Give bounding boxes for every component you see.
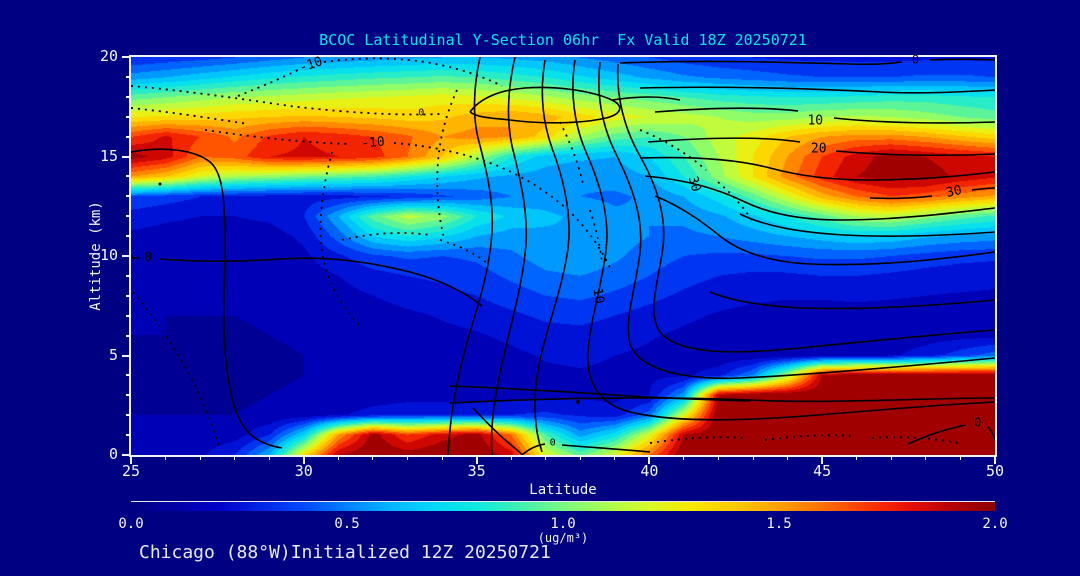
y-tick [126,175,131,178]
colorbar-tick-label: 0.0 [118,516,144,532]
y-tick [126,135,131,138]
y-tick-label: 0 [108,445,118,463]
y-tick [126,274,131,277]
y-tick-label: 20 [99,47,118,65]
x-tick [856,455,858,460]
colorbar [131,501,995,511]
x-tick [579,455,581,460]
x-tick [302,455,305,464]
x-tick [614,455,616,460]
heatmap-canvas [131,57,995,455]
x-tick-label: 50 [985,462,1005,480]
footer-caption: Chicago (88°W)Initialized 12Z 20250721 [139,542,551,563]
colorbar-tick-label: 1.5 [766,516,792,532]
x-tick [234,455,236,460]
x-tick [337,455,339,460]
y-tick [126,414,131,417]
colorbar-unit: (ug/m³) [537,531,589,545]
x-tick [648,455,651,464]
x-tick [510,455,512,460]
colorbar-tick-label: 2.0 [982,516,1008,532]
y-tick [126,75,131,78]
y-tick [126,434,131,437]
y-tick [126,215,131,218]
y-tick-label: 5 [108,345,118,364]
x-tick-label: 25 [121,462,141,480]
x-tick [890,455,892,460]
x-tick [683,455,685,460]
y-tick-label: 15 [99,146,118,165]
y-tick [122,454,131,456]
x-tick [925,455,927,460]
x-tick [752,455,754,460]
x-tick [718,455,720,460]
x-tick [165,455,167,460]
y-tick [126,394,131,397]
x-tick [406,455,408,460]
y-tick [122,56,131,58]
y-tick [122,155,131,158]
y-tick [126,115,131,118]
y-tick [126,334,131,337]
x-tick [475,455,478,464]
y-tick-label: 10 [99,246,118,264]
x-tick-label: 30 [294,462,313,480]
x-tick [994,455,996,464]
y-tick [126,95,131,98]
x-tick [821,455,824,464]
x-tick [130,455,132,464]
y-tick [122,354,131,357]
chart-title: BCOC Latitudinal Y-Section 06hr Fx Valid… [319,31,807,49]
x-tick [199,455,201,460]
x-tick [441,455,443,460]
x-axis-title: Latitude [529,482,597,498]
y-tick [126,235,131,238]
x-tick-label: 35 [467,462,486,480]
colorbar-tick-label: 0.5 [334,516,360,532]
y-tick [126,294,131,297]
x-tick [268,455,270,460]
x-tick [959,455,961,460]
x-tick-label: 45 [813,462,832,480]
x-tick [545,455,547,460]
x-tick [787,455,789,460]
y-tick [122,255,131,257]
y-tick [126,314,131,317]
y-tick [126,195,131,198]
x-tick-label: 40 [640,462,659,480]
x-tick [372,455,374,460]
colorbar-tick-label: 1.0 [550,516,576,532]
y-tick [126,374,131,377]
